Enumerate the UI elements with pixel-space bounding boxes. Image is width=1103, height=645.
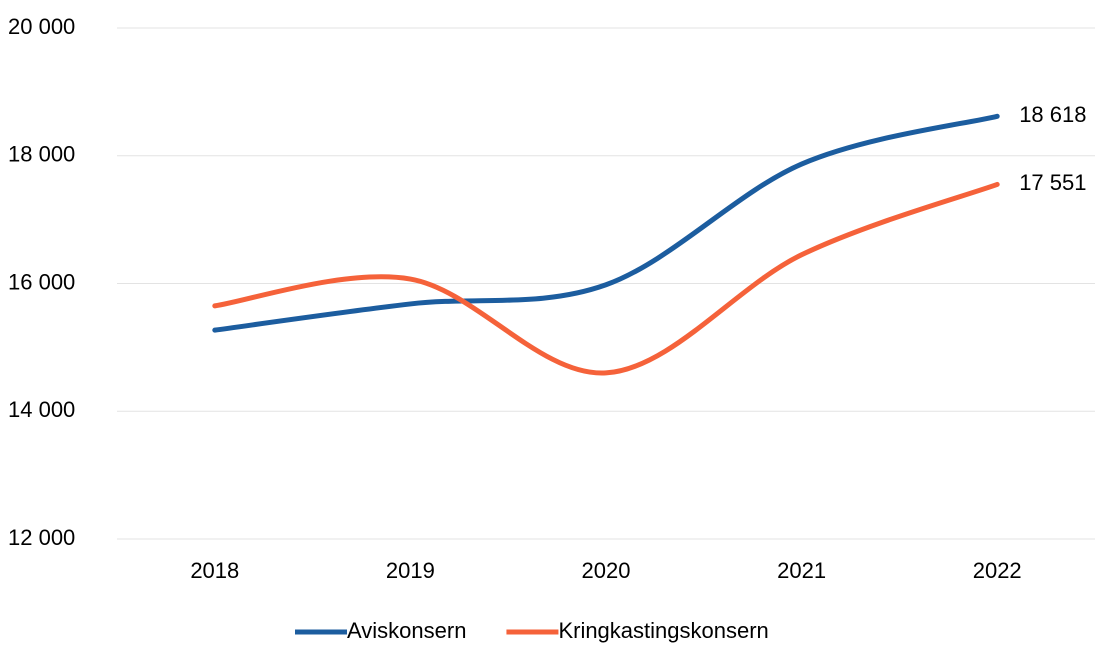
y-tick-label: 12 000 [8,525,75,550]
legend-label: Kringkastingskonsern [558,618,768,643]
line-series [212,181,1000,376]
y-tick-label: 14 000 [8,397,75,422]
x-tick-label: 2018 [190,558,239,583]
x-tick-label: 2019 [386,558,435,583]
x-tick-label: 2020 [582,558,631,583]
legend-label: Aviskonsern [347,618,466,643]
line-series [212,113,1000,333]
data-label: 18 618 [1019,102,1086,127]
y-tick-label: 18 000 [8,142,75,167]
x-tick-label: 2021 [777,558,826,583]
data-label: 17 551 [1019,170,1086,195]
y-tick-label: 20 000 [8,14,75,39]
x-tick-label: 2022 [973,558,1022,583]
y-tick-label: 16 000 [8,269,75,294]
